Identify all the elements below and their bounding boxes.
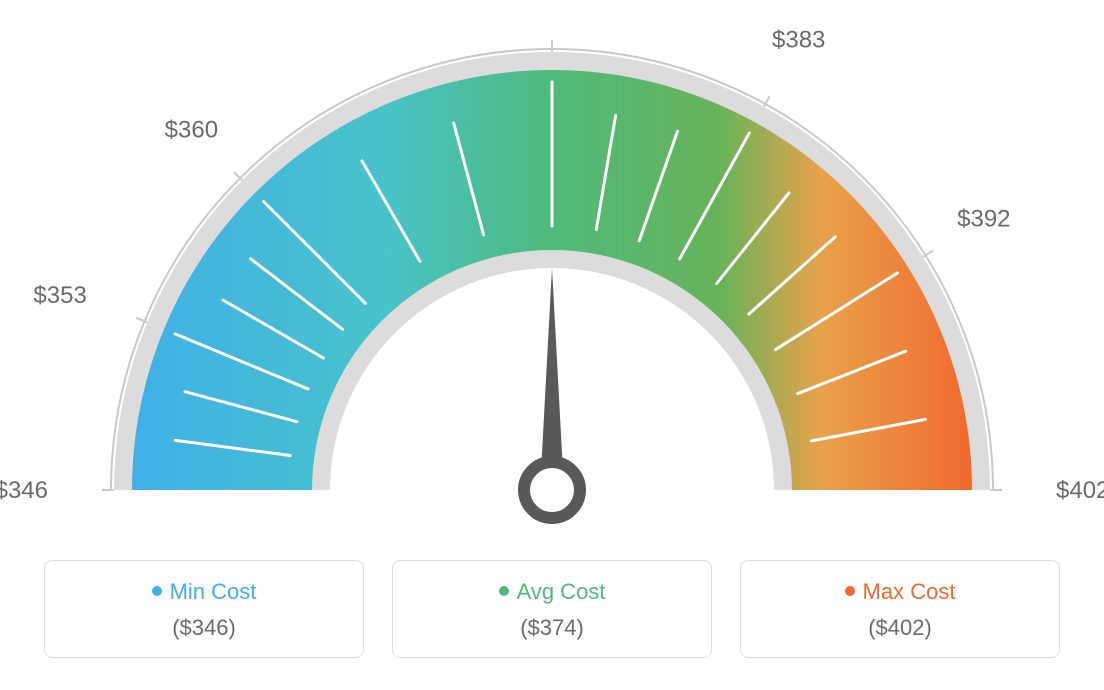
legend-card-max: Max Cost ($402) xyxy=(740,560,1060,658)
legend-label-avg: Avg Cost xyxy=(517,579,606,604)
legend-value-avg: ($374) xyxy=(393,615,711,641)
gauge-tick-label: $360 xyxy=(165,116,218,143)
gauge-tick-label: $353 xyxy=(33,282,86,309)
gauge-tick-label: $392 xyxy=(957,206,1010,233)
legend-row: Min Cost ($346) Avg Cost ($374) Max Cost… xyxy=(0,540,1104,658)
gauge-tick-label: $383 xyxy=(772,27,825,54)
cost-gauge: $346$353$360$374$383$392$402 xyxy=(0,0,1104,540)
legend-label-min: Min Cost xyxy=(170,579,257,604)
legend-dot-min xyxy=(152,586,162,596)
legend-title-max: Max Cost xyxy=(741,579,1059,605)
legend-title-avg: Avg Cost xyxy=(393,579,711,605)
legend-card-avg: Avg Cost ($374) xyxy=(392,560,712,658)
gauge-hub xyxy=(524,462,580,518)
legend-card-min: Min Cost ($346) xyxy=(44,560,364,658)
gauge-tick-label: $346 xyxy=(0,477,48,504)
legend-value-min: ($346) xyxy=(45,615,363,641)
gauge-tick-label: $402 xyxy=(1056,477,1104,504)
legend-title-min: Min Cost xyxy=(45,579,363,605)
legend-label-max: Max Cost xyxy=(863,579,956,604)
legend-value-max: ($402) xyxy=(741,615,1059,641)
legend-dot-max xyxy=(845,586,855,596)
gauge-svg: $346$353$360$374$383$392$402 xyxy=(0,0,1104,540)
legend-dot-avg xyxy=(499,586,509,596)
